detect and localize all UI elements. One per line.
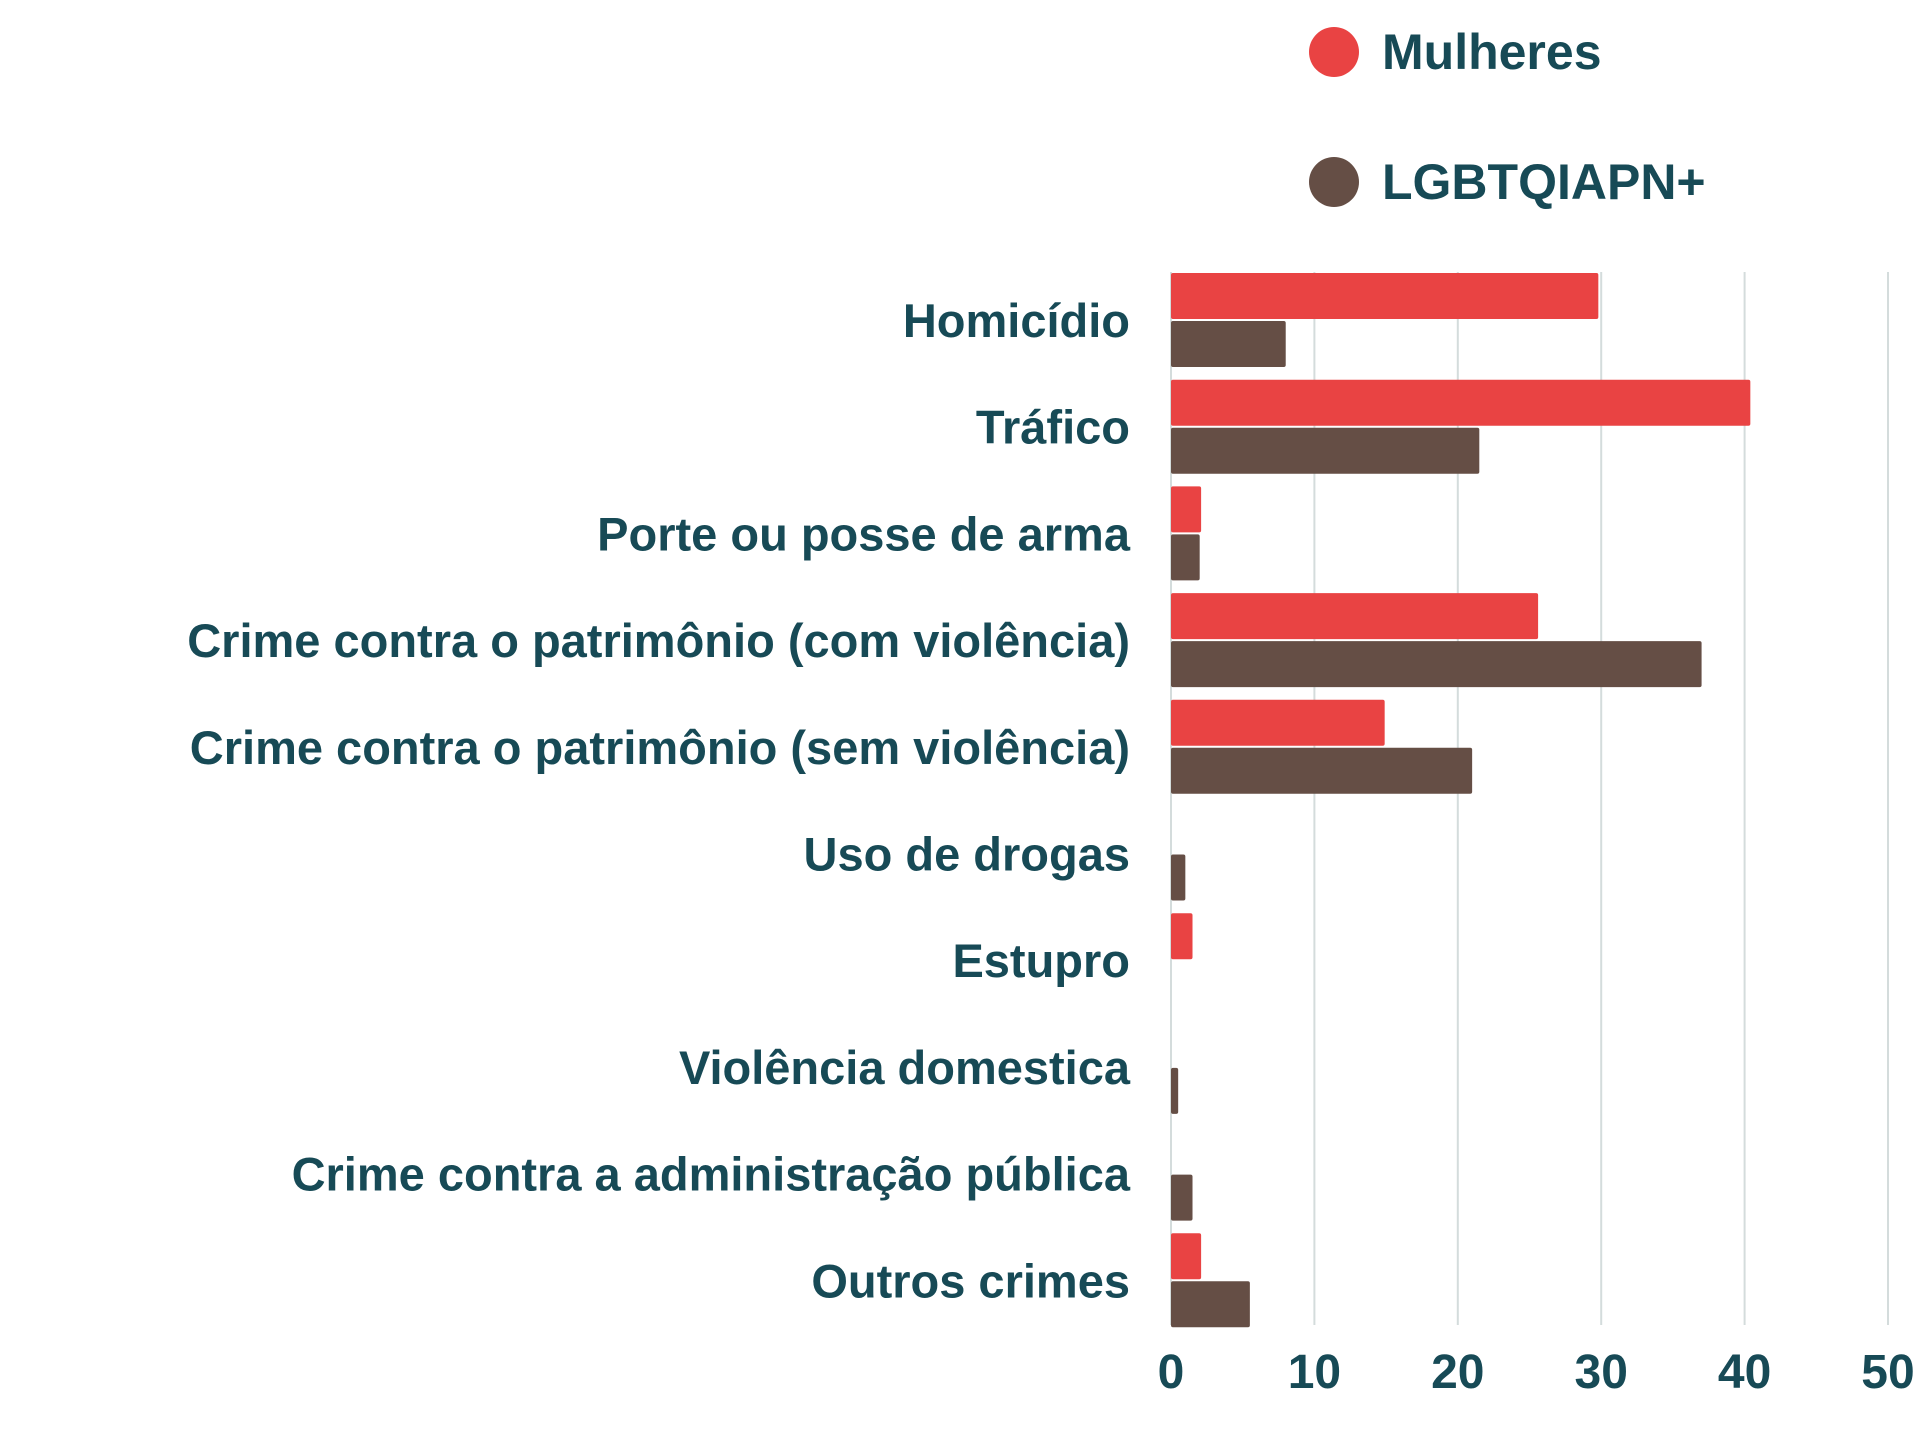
- bar-lgbtqiapn-outros-crimes: [1171, 1281, 1250, 1328]
- bar-lgbtqiapn-violencia-domestica: [1171, 1067, 1179, 1114]
- category-label-crime-contra-o-patrimonio-sem-violencia: Crime contra o patrimônio (sem violência…: [190, 721, 1130, 774]
- bar-mulheres-outros-crimes: [1171, 1233, 1202, 1280]
- bar-mulheres-crime-contra-o-patrimonio-com-violencia: [1171, 593, 1539, 640]
- bar-lgbtqiapn-crime-contra-o-patrimonio-sem-violencia: [1171, 747, 1473, 794]
- x-tick-label-0: 0: [1158, 1346, 1185, 1399]
- bar-mulheres-estupro: [1171, 913, 1193, 960]
- category-label-trafico: Tráfico: [976, 401, 1130, 454]
- legend: Mulheres LGBTQIAPN+: [1309, 24, 1706, 210]
- legend-marker-mulheres: [1309, 27, 1359, 77]
- bar-lgbtqiapn-crime-contra-o-patrimonio-com-violencia: [1171, 641, 1702, 688]
- x-tick-label-40: 40: [1718, 1346, 1771, 1399]
- x-tick-label-50: 50: [1861, 1346, 1914, 1399]
- bar-mulheres-trafico: [1171, 379, 1751, 426]
- bar-lgbtqiapn-crime-contra-a-administracao-publica: [1171, 1174, 1193, 1221]
- category-label-crime-contra-a-administracao-publica: Crime contra a administração pública: [292, 1148, 1131, 1201]
- bar-lgbtqiapn-uso-de-drogas: [1171, 854, 1186, 901]
- category-label-porte-ou-posse-de-arma: Porte ou posse de arma: [597, 507, 1131, 560]
- x-tick-labels: 0 10 20 30 40 50: [1158, 1346, 1915, 1399]
- bar-lgbtqiapn-homicidio: [1171, 321, 1286, 367]
- category-label-estupro: Estupro: [952, 934, 1130, 987]
- x-tick-label-20: 20: [1431, 1346, 1484, 1399]
- bar-mulheres-homicidio: [1171, 273, 1599, 319]
- category-label-outros-crimes: Outros crimes: [811, 1254, 1130, 1307]
- bar-mulheres-crime-contra-o-patrimonio-sem-violencia: [1171, 699, 1385, 746]
- x-tick-label-30: 30: [1575, 1346, 1628, 1399]
- bar-lgbtqiapn-porte-ou-posse-de-arma: [1171, 534, 1200, 581]
- category-label-homicidio: Homicídio: [903, 294, 1130, 347]
- legend-label-lgbtqiapn: LGBTQIAPN+: [1382, 154, 1706, 210]
- legend-marker-lgbtqiapn: [1309, 157, 1359, 207]
- bar-lgbtqiapn-trafico: [1171, 427, 1480, 474]
- bar-mulheres-porte-ou-posse-de-arma: [1171, 486, 1202, 533]
- bars: [1171, 273, 1751, 1328]
- x-tick-label-10: 10: [1288, 1346, 1341, 1399]
- category-label-violencia-domestica: Violência domestica: [679, 1041, 1131, 1094]
- category-labels: Homicídio Tráfico Porte ou posse de arma Cr…: [187, 294, 1131, 1307]
- legend-label-mulheres: Mulheres: [1382, 24, 1602, 80]
- category-label-uso-de-drogas: Uso de drogas: [804, 828, 1130, 881]
- category-label-crime-contra-o-patrimonio-com-violencia: Crime contra o patrimônio (com violência…: [187, 614, 1130, 667]
